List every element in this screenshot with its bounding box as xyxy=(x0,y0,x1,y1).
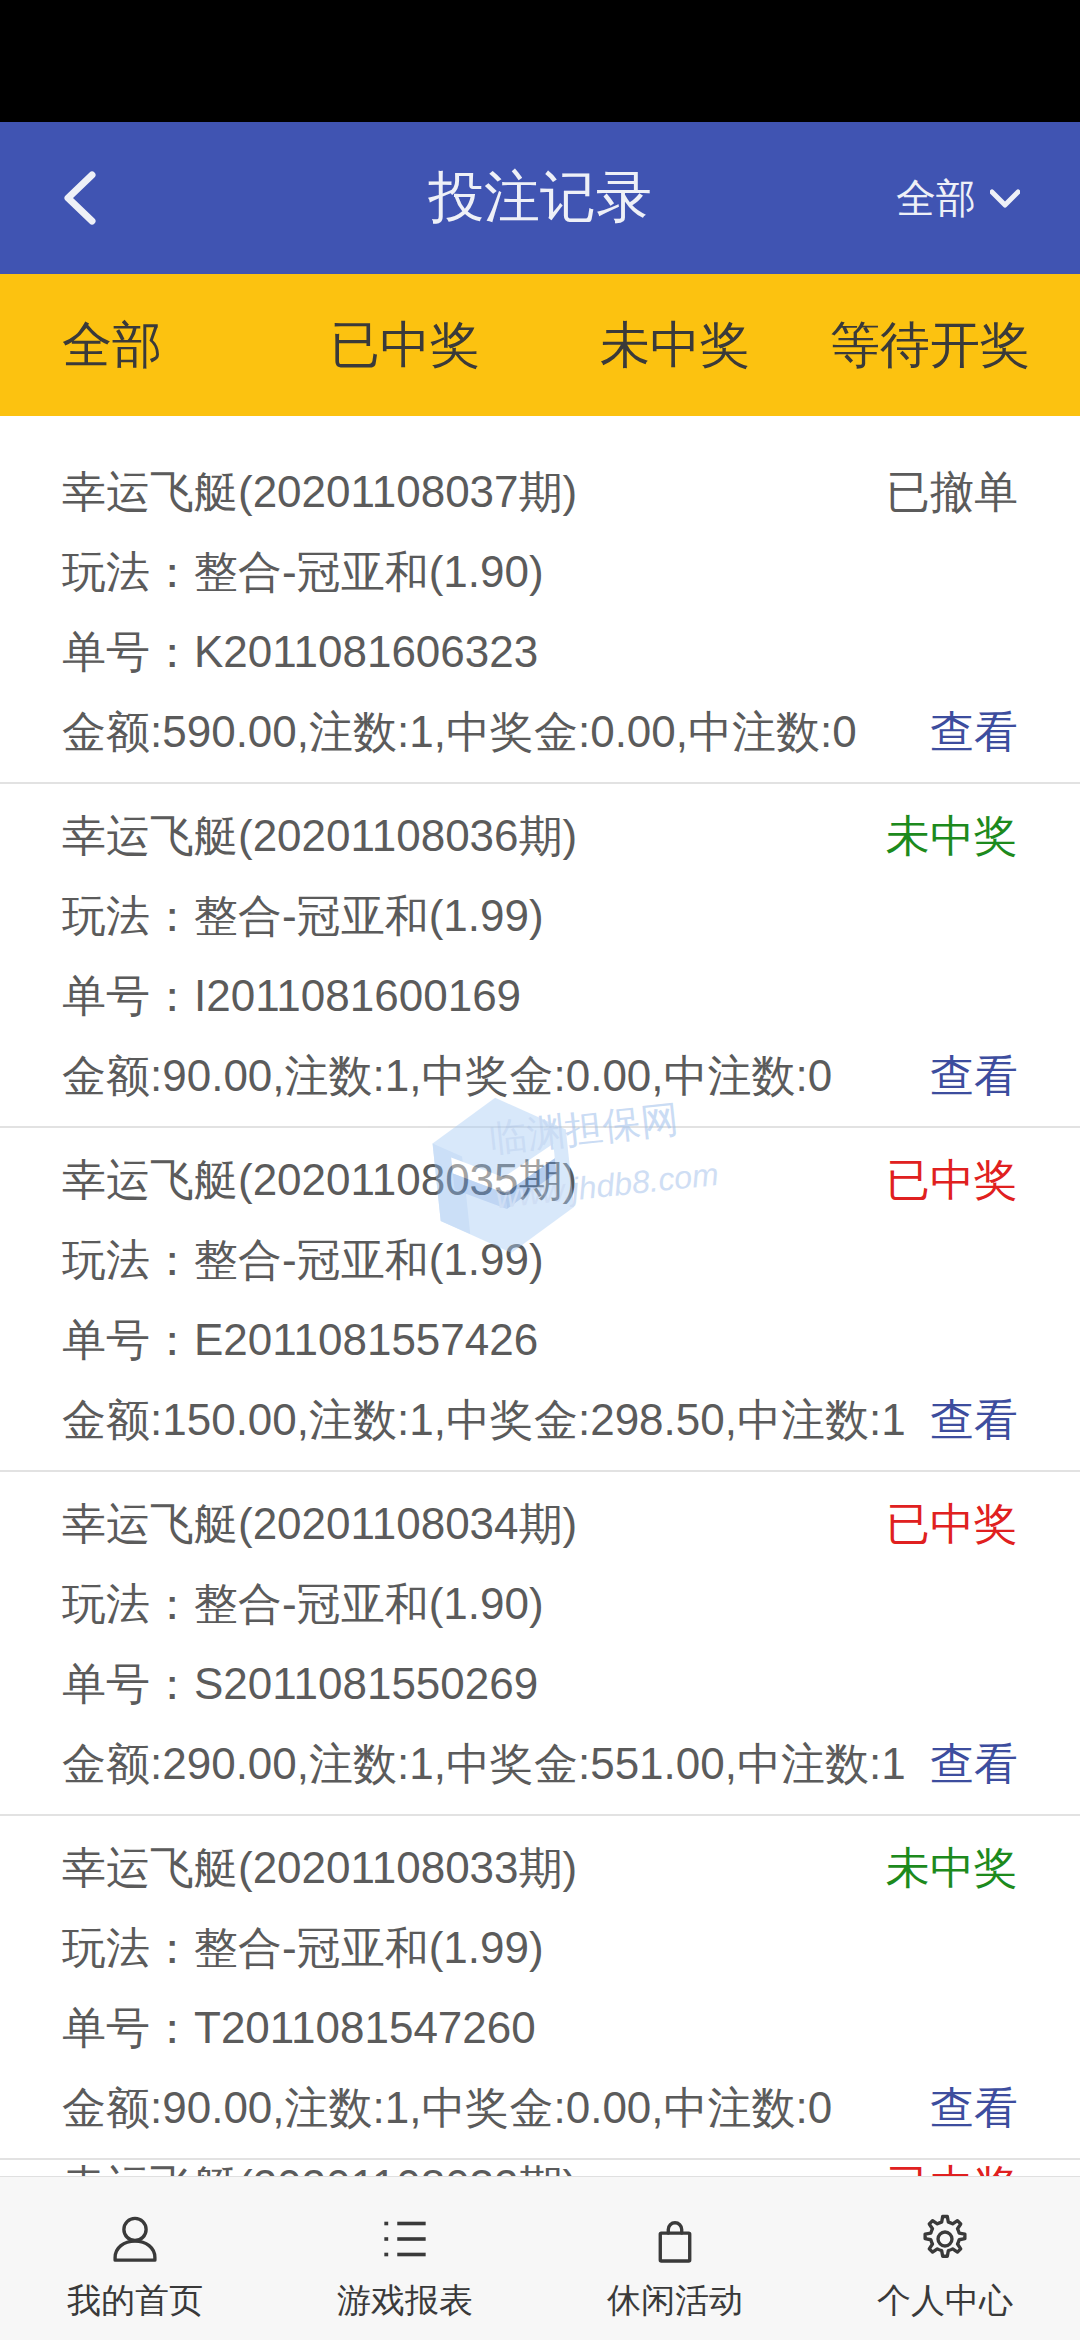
svg-text:临渊担保网: 临渊担保网 xyxy=(487,1098,680,1160)
